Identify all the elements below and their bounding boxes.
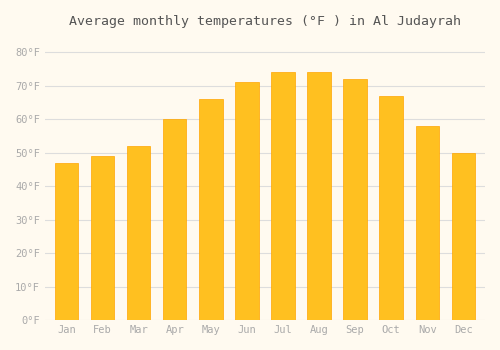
Bar (91, 156, 114, 320)
Bar (416, 126, 439, 320)
Bar (380, 96, 403, 320)
Bar (235, 82, 258, 320)
Bar (452, 153, 475, 320)
Bar (308, 72, 331, 320)
Bar (271, 72, 294, 320)
Bar (127, 146, 150, 320)
Bar (199, 99, 222, 320)
Bar (163, 119, 186, 320)
Bar (55, 163, 78, 320)
Title: Average monthly temperatures (°F ) in Al Judayrah: Average monthly temperatures (°F ) in Al… (69, 15, 461, 28)
Bar (344, 79, 367, 320)
